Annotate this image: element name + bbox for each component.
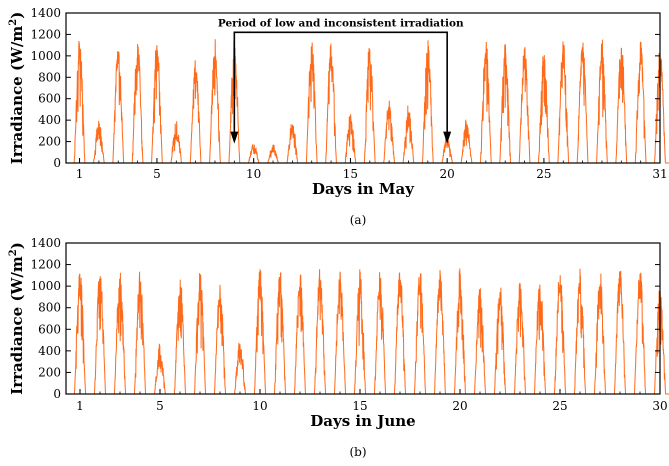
x-tick-label: 25 (536, 167, 551, 181)
y-axis-label-close: ) (8, 12, 26, 19)
irradiance-series-line (70, 268, 669, 395)
x-axis-label: Days in June (310, 412, 415, 430)
y-tick-label: 600 (38, 322, 61, 336)
x-axis-label: Days in May (312, 180, 415, 198)
y-axis-label: Irradiance (W/m2) (8, 12, 26, 165)
x-tick-label: 30 (652, 399, 667, 413)
y-tick-label: 800 (38, 70, 61, 84)
x-tick-label: 10 (252, 399, 267, 413)
annotation-text: Period of low and inconsistent irradiati… (218, 17, 464, 29)
panel-label: (b) (349, 445, 366, 459)
y-tick-label: 200 (38, 365, 61, 379)
x-tick-label: 15 (352, 399, 367, 413)
y-tick-label: 0 (53, 156, 61, 170)
y-axis-label: Irradiance (W/m2) (8, 242, 26, 395)
irradiance-series-line (69, 39, 669, 164)
x-tick-label: 25 (552, 399, 567, 413)
annotation-arrow-right (443, 131, 452, 144)
y-axis-label-superscript: 2 (8, 249, 19, 256)
y-tick-label: 1400 (30, 6, 61, 20)
annotation-bracket: Period of low and inconsistent irradiati… (218, 17, 464, 144)
y-axis-label-main: Irradiance (W/m (8, 26, 26, 165)
annotation-bracket-line (233, 31, 448, 140)
y-tick-label: 0 (53, 387, 61, 401)
y-axis-label-main: Irradiance (W/m (8, 256, 26, 395)
x-tick-label: 1 (76, 399, 84, 413)
x-tick-label: 15 (343, 167, 358, 181)
plot-frame (65, 12, 661, 164)
y-tick-label: 1200 (30, 258, 61, 272)
y-tick-label: 1400 (30, 236, 61, 250)
x-tick-label: 5 (156, 399, 164, 413)
y-tick-label: 200 (38, 135, 61, 149)
y-tick-label: 1000 (30, 279, 61, 293)
y-tick-label: 400 (38, 344, 61, 358)
y-tick-label: 400 (38, 113, 61, 127)
y-tick-label: 1200 (30, 27, 61, 41)
x-tick-label: 20 (452, 399, 467, 413)
annotation-arrow-left (230, 131, 239, 144)
plot-frame (65, 242, 661, 395)
x-tick-label: 1 (76, 167, 84, 181)
panel-label: (a) (350, 213, 367, 227)
x-tick-label: 20 (440, 167, 455, 181)
x-tick-label: 31 (652, 167, 667, 181)
y-axis-label-close: ) (8, 242, 26, 249)
x-tick-label: 5 (153, 167, 161, 181)
x-tick-label: 10 (246, 167, 261, 181)
y-tick-label: 600 (38, 92, 61, 106)
y-axis-label-superscript: 2 (8, 19, 19, 26)
y-tick-label: 1000 (30, 49, 61, 63)
y-tick-label: 800 (38, 301, 61, 315)
